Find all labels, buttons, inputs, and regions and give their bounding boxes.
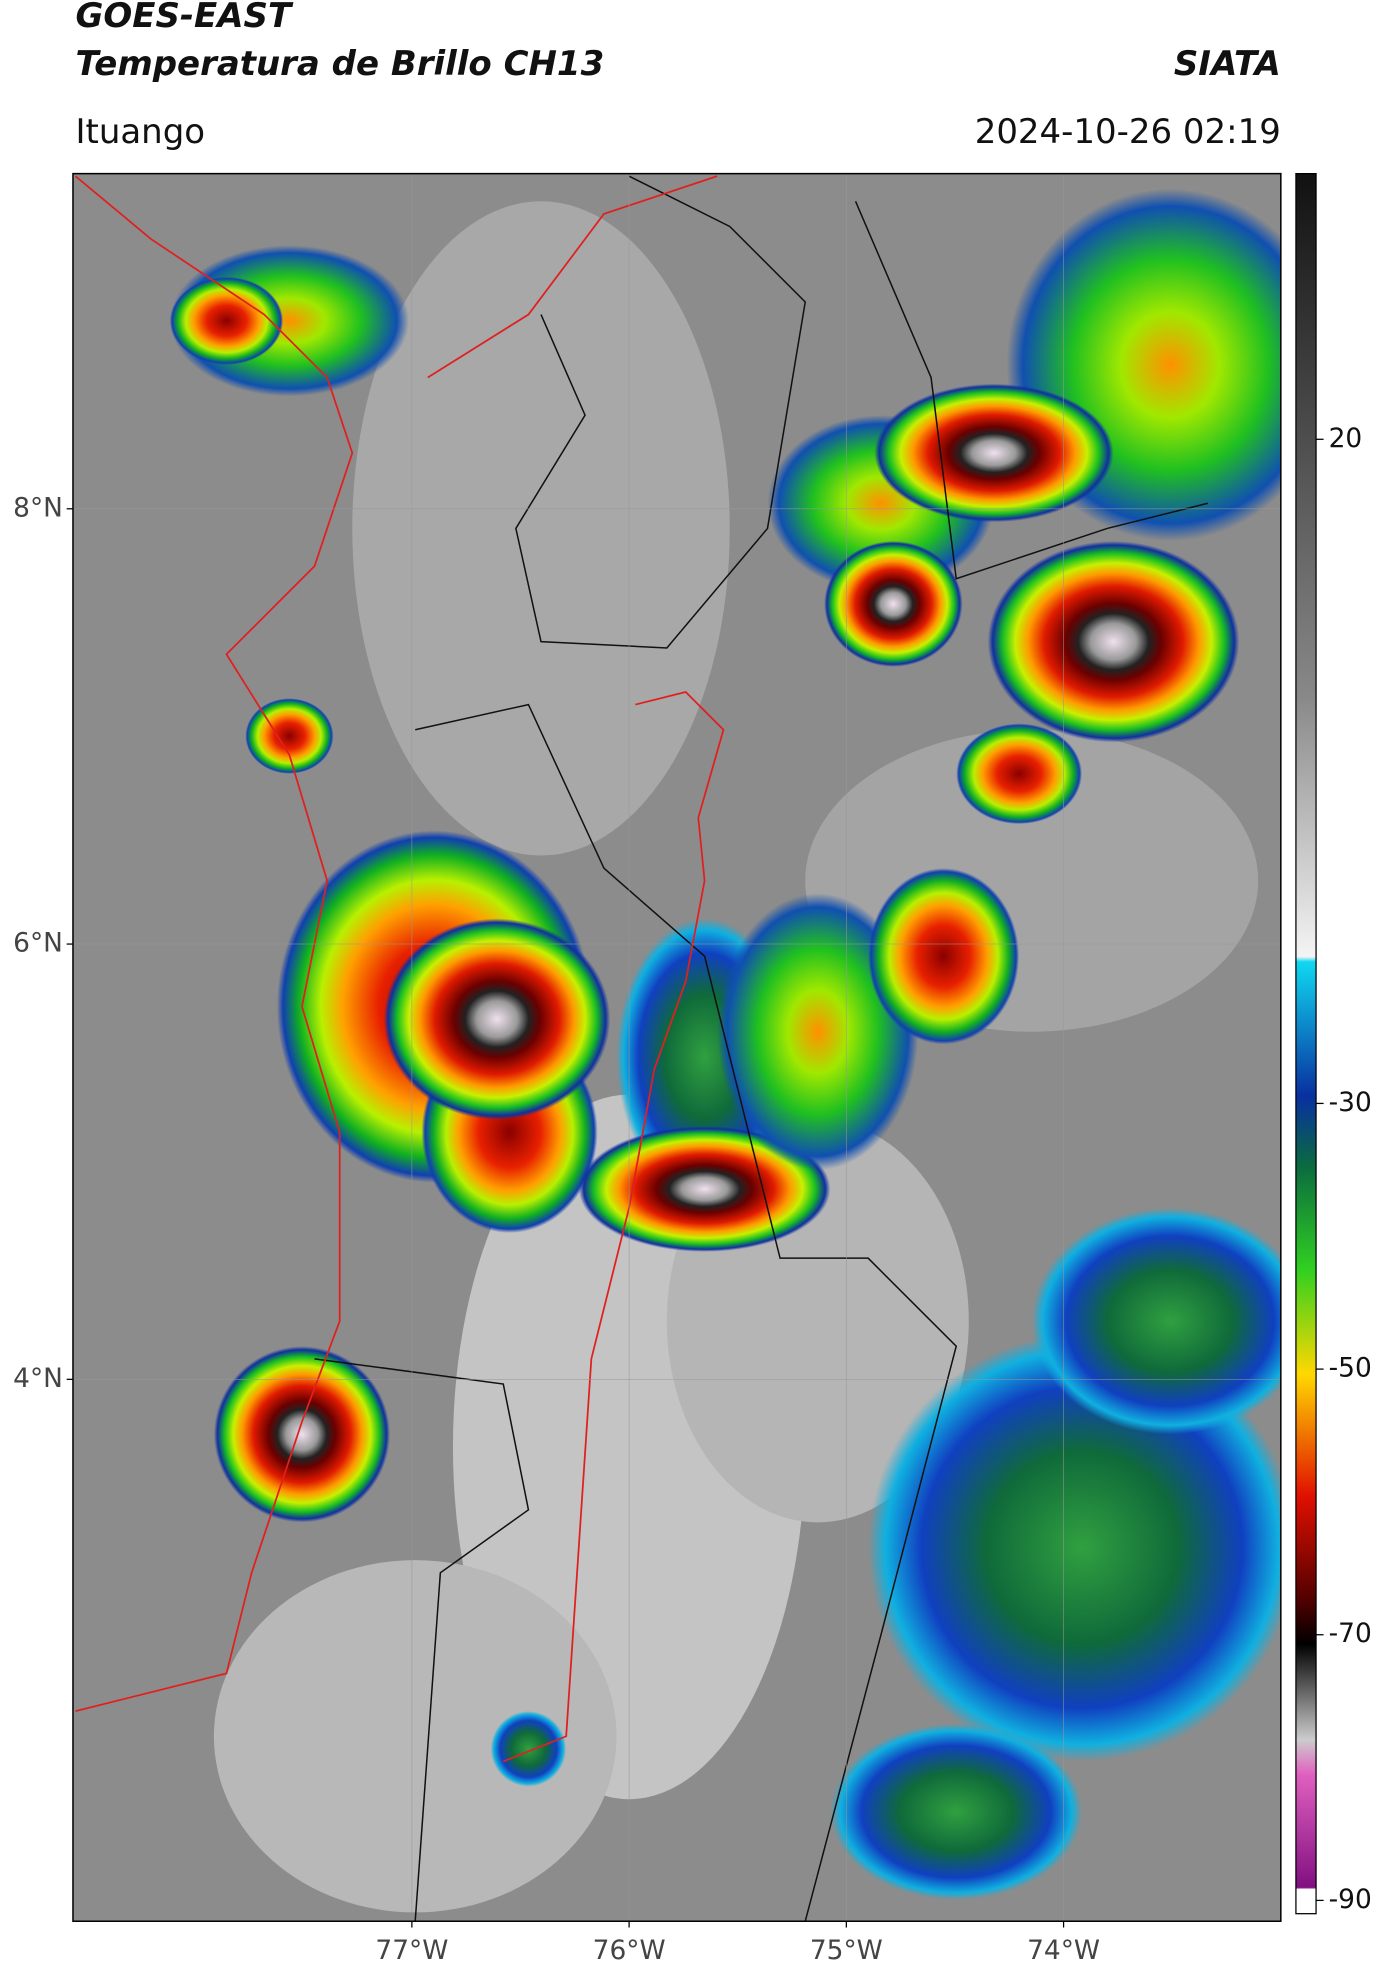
- region: Ituango: [75, 112, 205, 152]
- colorbar-tick-label: -50: [1329, 1353, 1372, 1384]
- lon-tick-label: 76°W: [593, 1935, 666, 1966]
- colorbar-tick-label: -70: [1329, 1618, 1372, 1649]
- colorbar-tick-label: -90: [1329, 1884, 1372, 1915]
- lon-tick-label: 77°W: [375, 1935, 448, 1966]
- colorbar-tick-label: 20: [1329, 423, 1363, 454]
- title-line2: Temperatura de Brillo CH13: [75, 44, 604, 84]
- colorbar-tick-label: -30: [1329, 1087, 1372, 1118]
- lon-tick-label: 75°W: [810, 1935, 883, 1966]
- colorbar: [1295, 172, 1317, 1915]
- satellite-image: [72, 173, 1281, 1922]
- datetime: 2024-10-26 02:19: [975, 112, 1281, 152]
- source: SIATA: [1174, 44, 1281, 84]
- title-line1: GOES-EAST: [75, 0, 293, 36]
- lon-tick-label: 74°W: [1027, 1935, 1100, 1966]
- lat-tick-label: 8°N: [13, 492, 63, 523]
- lat-tick-label: 4°N: [13, 1363, 63, 1394]
- lat-tick-label: 6°N: [13, 928, 63, 959]
- map-frame: [72, 172, 1282, 1922]
